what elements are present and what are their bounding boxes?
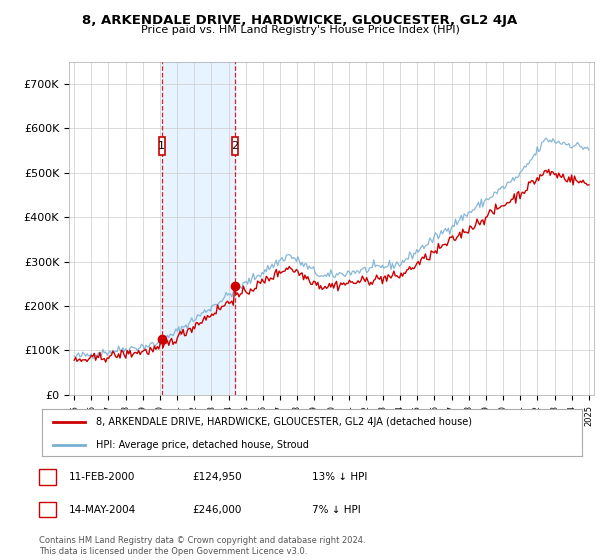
Text: Price paid vs. HM Land Registry's House Price Index (HPI): Price paid vs. HM Land Registry's House …: [140, 25, 460, 35]
Text: HPI: Average price, detached house, Stroud: HPI: Average price, detached house, Stro…: [96, 440, 309, 450]
FancyBboxPatch shape: [158, 137, 164, 155]
Text: 13% ↓ HPI: 13% ↓ HPI: [312, 472, 367, 482]
Text: 1: 1: [44, 472, 51, 482]
Text: 14-MAY-2004: 14-MAY-2004: [69, 505, 136, 515]
Text: Contains HM Land Registry data © Crown copyright and database right 2024.
This d: Contains HM Land Registry data © Crown c…: [39, 536, 365, 556]
Text: 2: 2: [231, 141, 238, 151]
FancyBboxPatch shape: [232, 137, 238, 155]
Text: 1: 1: [158, 141, 165, 151]
Text: 2: 2: [44, 505, 51, 515]
Text: 8, ARKENDALE DRIVE, HARDWICKE, GLOUCESTER, GL2 4JA (detached house): 8, ARKENDALE DRIVE, HARDWICKE, GLOUCESTE…: [96, 417, 472, 427]
Text: 7% ↓ HPI: 7% ↓ HPI: [312, 505, 361, 515]
Text: £124,950: £124,950: [192, 472, 242, 482]
Text: 11-FEB-2000: 11-FEB-2000: [69, 472, 136, 482]
Text: 8, ARKENDALE DRIVE, HARDWICKE, GLOUCESTER, GL2 4JA: 8, ARKENDALE DRIVE, HARDWICKE, GLOUCESTE…: [82, 14, 518, 27]
Bar: [161, 62, 235, 395]
Text: £246,000: £246,000: [192, 505, 241, 515]
